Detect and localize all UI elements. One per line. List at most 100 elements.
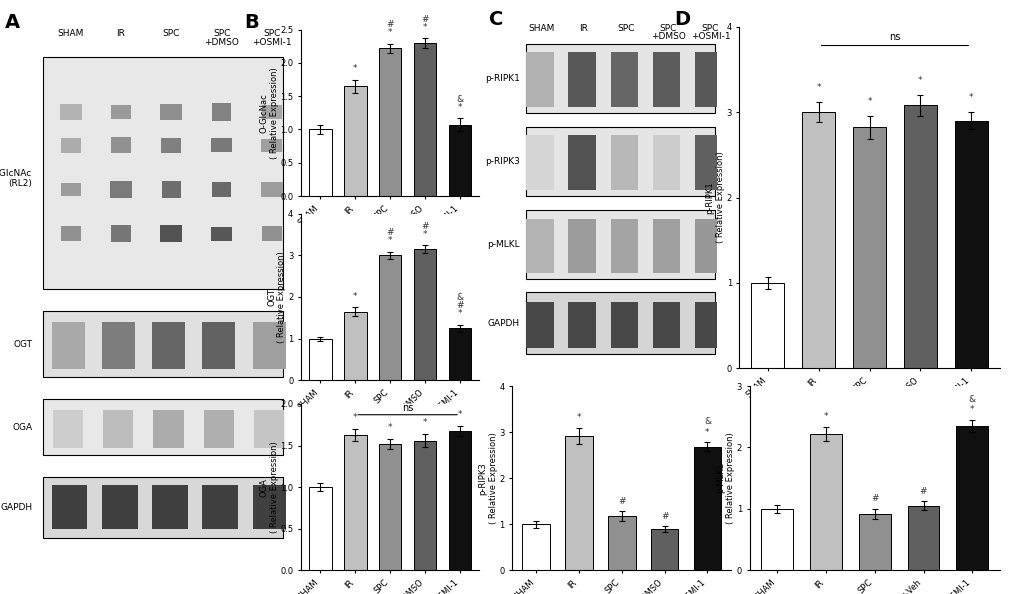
Y-axis label: OGT
( Relative Expression): OGT ( Relative Expression) [267, 251, 286, 343]
Text: p-RIPK3: p-RIPK3 [484, 157, 520, 166]
Text: #: # [618, 497, 625, 506]
Text: SHAM: SHAM [57, 29, 84, 38]
Text: SPC
+OSMI-1: SPC +OSMI-1 [690, 24, 730, 41]
Bar [111, 225, 130, 242]
Text: *: * [353, 64, 357, 73]
Text: *: * [423, 418, 427, 427]
Bar [61, 137, 81, 153]
Bar [111, 137, 131, 153]
Y-axis label: O-GlcNac
( Relative Expression): O-GlcNac ( Relative Expression) [259, 67, 278, 159]
Bar [650, 529, 678, 570]
Bar [309, 129, 331, 196]
Bar [568, 52, 595, 107]
Bar [262, 226, 281, 241]
FancyBboxPatch shape [43, 311, 282, 377]
Bar [414, 441, 436, 570]
Text: #
*: # * [421, 222, 428, 239]
Bar [160, 104, 182, 120]
Bar [153, 410, 183, 448]
Bar [202, 322, 235, 369]
Text: *: * [866, 97, 871, 106]
Bar [61, 226, 81, 241]
Bar [695, 219, 721, 273]
Bar [343, 311, 366, 380]
Bar [343, 86, 366, 196]
Text: B: B [244, 13, 258, 32]
Bar [693, 447, 720, 570]
Bar [52, 485, 88, 529]
Bar [801, 112, 835, 368]
Bar [907, 506, 938, 570]
Bar [253, 485, 288, 529]
Bar [152, 485, 187, 529]
Bar [414, 249, 436, 380]
Bar [253, 322, 285, 369]
Bar [52, 322, 85, 369]
Text: SHAM: SHAM [528, 24, 554, 33]
Text: SPC
+DMSO: SPC +DMSO [204, 29, 238, 46]
FancyBboxPatch shape [43, 399, 282, 454]
Text: #: # [870, 494, 877, 503]
Bar [809, 434, 841, 570]
Bar [202, 485, 237, 529]
Bar [610, 219, 638, 273]
Bar [262, 105, 281, 119]
Bar [111, 105, 130, 119]
Bar [652, 219, 680, 273]
Bar [212, 103, 231, 121]
Bar [652, 135, 680, 190]
Text: &
#
*: & # * [455, 293, 464, 318]
Y-axis label: OGA
( Relative Expression): OGA ( Relative Expression) [259, 441, 278, 533]
Text: *: * [458, 410, 462, 419]
Bar [858, 514, 890, 570]
Bar [695, 135, 721, 190]
Text: #
*: # * [386, 20, 393, 37]
Bar [526, 219, 553, 273]
Text: &
*: & * [703, 418, 710, 437]
Text: C: C [488, 10, 502, 29]
Text: *: * [576, 413, 581, 422]
Bar [652, 52, 680, 107]
Y-axis label: p-RIPK3
( Relative Expression): p-RIPK3 ( Relative Expression) [478, 432, 497, 524]
Bar [309, 339, 331, 380]
Text: p-RIPK1: p-RIPK1 [484, 74, 520, 83]
Bar [448, 125, 471, 196]
Text: D: D [674, 10, 690, 29]
Bar [204, 410, 233, 448]
Text: SPC
+DMSO: SPC +DMSO [650, 24, 685, 41]
Bar [161, 181, 181, 198]
Bar [160, 225, 182, 242]
Bar [61, 183, 81, 196]
Text: SPC: SPC [162, 29, 179, 38]
Text: SPC: SPC [616, 24, 634, 33]
Bar [565, 436, 592, 570]
Y-axis label: p-MLKL
( Relative Expression): p-MLKL ( Relative Expression) [715, 432, 735, 524]
Text: *: * [822, 412, 827, 421]
Text: GAPDH: GAPDH [0, 503, 33, 511]
Text: #: # [660, 511, 667, 520]
Text: GAPDH: GAPDH [487, 319, 520, 328]
Text: *: * [917, 76, 922, 85]
FancyBboxPatch shape [43, 477, 282, 538]
Bar [448, 431, 471, 570]
Bar [211, 227, 232, 241]
Bar [760, 509, 792, 570]
Text: #
*: # * [421, 15, 428, 31]
Text: *: * [353, 292, 357, 301]
Text: *: * [387, 423, 392, 432]
Bar [448, 328, 471, 380]
Text: *: * [968, 93, 972, 102]
Bar [751, 283, 784, 368]
Bar [526, 302, 553, 348]
Bar [103, 410, 133, 448]
Bar [161, 138, 181, 153]
Bar [607, 516, 635, 570]
FancyBboxPatch shape [526, 292, 714, 355]
Y-axis label: p-RIPK1
( Relative Expression): p-RIPK1 ( Relative Expression) [705, 151, 725, 244]
Bar [261, 182, 282, 197]
Text: A: A [5, 12, 19, 31]
Text: p-MLKL: p-MLKL [487, 240, 520, 249]
Bar [152, 322, 184, 369]
Bar [378, 48, 401, 196]
Bar [522, 525, 549, 570]
